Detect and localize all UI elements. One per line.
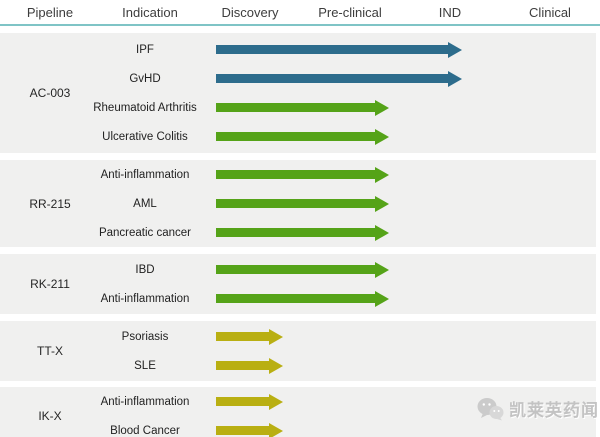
indication-label: Anti-inflammation (100, 168, 190, 181)
indication-label: SLE (134, 359, 156, 372)
indication-label: Rheumatoid Arthritis (93, 101, 197, 114)
indication-row: Ulcerative Colitis (0, 122, 596, 151)
stage-arrow (216, 166, 389, 183)
indication-row: IBD (0, 255, 596, 284)
indication-row: Pancreatic cancer (0, 218, 596, 247)
watermark-text: 凯莱英药闻 (509, 401, 599, 420)
arrow-shaft (216, 45, 448, 54)
indication-row: Rheumatoid Arthritis (0, 93, 596, 122)
pipeline-name: RR-215 (29, 196, 71, 211)
pipeline-name: RK-211 (30, 277, 70, 291)
header-col-clinical: Clinical (529, 4, 571, 20)
stage-arrow (216, 128, 389, 145)
arrow-shaft (216, 294, 375, 303)
arrow-shaft (216, 170, 375, 179)
indication-row: Anti-inflammation (0, 284, 596, 313)
indication-label: IPF (136, 43, 154, 56)
header-col-ind: IND (438, 4, 462, 20)
arrow-shaft (216, 74, 448, 83)
indication-row: AML (0, 189, 596, 218)
stage-arrow (216, 195, 389, 212)
indication-label: Blood Cancer (110, 424, 180, 437)
indication-row: Blood Cancer (0, 416, 596, 437)
indication-label: Anti-inflammation (100, 395, 190, 408)
arrow-head-icon (269, 422, 283, 437)
pipeline-group: RK-211 IBD Anti-inflammation (0, 254, 596, 314)
pipeline-sections: AC-003 IPF GvHD Rheumatoid Arthritis Ulc… (0, 33, 600, 437)
arrow-head-icon (269, 328, 283, 345)
stage-arrow (216, 290, 389, 307)
arrow-shaft (216, 332, 269, 341)
indication-row: GvHD (0, 64, 596, 93)
stage-arrow (216, 70, 462, 87)
pipeline-group: AC-003 IPF GvHD Rheumatoid Arthritis Ulc… (0, 33, 596, 153)
header-col-preclinical: Pre-clinical (318, 4, 382, 20)
arrow-head-icon (375, 290, 389, 307)
arrow-head-icon (375, 99, 389, 116)
arrow-head-icon (269, 393, 283, 410)
indication-label: Anti-inflammation (100, 292, 190, 305)
arrow-head-icon (375, 195, 389, 212)
pipeline-group: RR-215 Anti-inflammation AML Pancreatic … (0, 160, 596, 247)
pipeline-name: IK-X (38, 409, 62, 423)
wechat-icon (477, 397, 504, 420)
arrow-shaft (216, 132, 375, 141)
arrow-head-icon (375, 128, 389, 145)
arrow-shaft (216, 397, 269, 406)
arrow-shaft (216, 361, 269, 370)
stage-header-row: Pipeline Indication Discovery Pre-clinic… (0, 0, 600, 26)
arrow-head-icon (375, 261, 389, 278)
indication-row: Psoriasis (0, 322, 596, 351)
indication-row: IPF (0, 35, 596, 64)
group-rows: Anti-inflammation Blood Cancer (0, 387, 596, 437)
header-col-indication: Indication (122, 4, 178, 20)
arrow-head-icon (375, 224, 389, 241)
watermark: 凯莱英药闻 (477, 396, 599, 421)
arrow-shaft (216, 426, 269, 435)
pipeline-name: AC-003 (29, 86, 71, 100)
indication-label: AML (133, 197, 157, 210)
indication-label: Ulcerative Colitis (102, 130, 188, 143)
arrow-head-icon (448, 70, 462, 87)
stage-arrow (216, 41, 462, 58)
group-rows: IPF GvHD Rheumatoid Arthritis Ulcerative… (0, 35, 596, 151)
header-col-pipeline: Pipeline (26, 4, 74, 20)
stage-arrow (216, 328, 283, 345)
group-rows: Psoriasis SLE (0, 322, 596, 380)
indication-label: Pancreatic cancer (98, 226, 192, 239)
group-rows: Anti-inflammation AML Pancreatic cancer (0, 160, 596, 247)
stage-arrow (216, 224, 389, 241)
arrow-head-icon (375, 166, 389, 183)
stage-arrow (216, 393, 283, 410)
arrow-shaft (216, 265, 375, 274)
arrow-shaft (216, 199, 375, 208)
arrow-shaft (216, 103, 375, 112)
indication-row: SLE (0, 351, 596, 380)
stage-arrow (216, 422, 283, 437)
indication-label: Psoriasis (121, 330, 169, 343)
group-rows: IBD Anti-inflammation (0, 255, 596, 313)
indication-row: Anti-inflammation (0, 160, 596, 189)
indication-label: GvHD (129, 72, 161, 85)
stage-arrow (216, 99, 389, 116)
arrow-head-icon (448, 41, 462, 58)
indication-row: Anti-inflammation (0, 387, 596, 416)
pipeline-group: TT-X Psoriasis SLE (0, 321, 596, 381)
stage-arrow (216, 357, 283, 374)
stage-arrow (216, 261, 389, 278)
arrow-head-icon (269, 357, 283, 374)
indication-label: IBD (135, 263, 155, 276)
arrow-shaft (216, 228, 375, 237)
pipeline-name: TT-X (37, 344, 63, 358)
header-col-discovery: Discovery (221, 4, 279, 20)
